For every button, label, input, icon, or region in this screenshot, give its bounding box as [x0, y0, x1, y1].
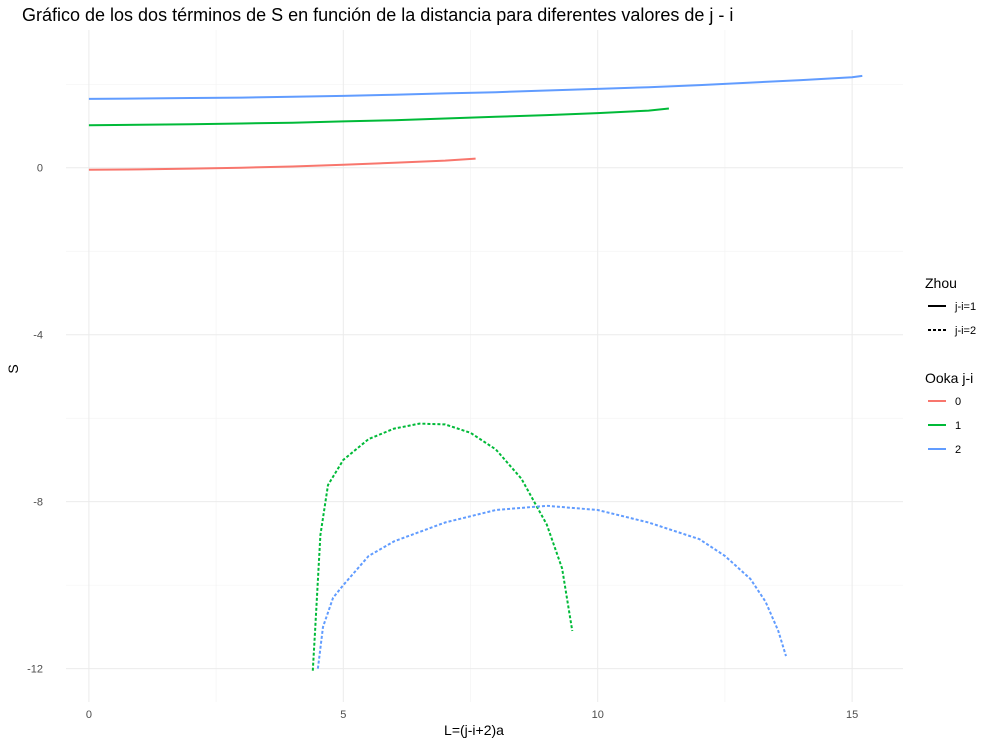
- y-tick-label: -12: [27, 664, 43, 676]
- y-axis-ticks: 0 -4 -8 -12: [27, 163, 43, 676]
- y-tick-label: 0: [37, 163, 43, 175]
- x-tick-label: 5: [340, 709, 346, 721]
- x-axis-ticks: 0 5 10 15: [86, 709, 858, 721]
- legend-label: 0: [955, 396, 961, 408]
- x-axis-title: L=(j-i+2)a: [444, 722, 504, 738]
- y-tick-label: -4: [33, 330, 43, 342]
- y-axis-title: S: [5, 364, 21, 373]
- y-tick-label: -8: [33, 497, 43, 509]
- series-layer: [88, 74, 863, 671]
- x-tick-label: 0: [86, 709, 92, 721]
- legend-label: j-i=2: [954, 325, 976, 337]
- major-gridlines: [66, 30, 903, 702]
- legend-title: Zhou: [925, 275, 957, 291]
- chart-title: Gráfico de los dos términos de S en func…: [22, 5, 733, 25]
- legend: Zhou j-i=1 j-i=2 Ooka j-i 0 1 2: [925, 275, 976, 456]
- series-line-1: [88, 107, 670, 127]
- series-line-4: [316, 504, 787, 669]
- legend-label: 1: [955, 420, 961, 432]
- legend-title: Ooka j-i: [925, 370, 973, 386]
- series-line-2: [88, 74, 863, 100]
- x-tick-label: 10: [592, 709, 604, 721]
- series-line-0: [88, 157, 476, 171]
- legend-label: 2: [955, 444, 961, 456]
- series-line-3: [311, 422, 574, 671]
- legend-label: j-i=1: [954, 301, 976, 313]
- x-tick-label: 15: [846, 709, 858, 721]
- minor-gridlines: [66, 30, 903, 702]
